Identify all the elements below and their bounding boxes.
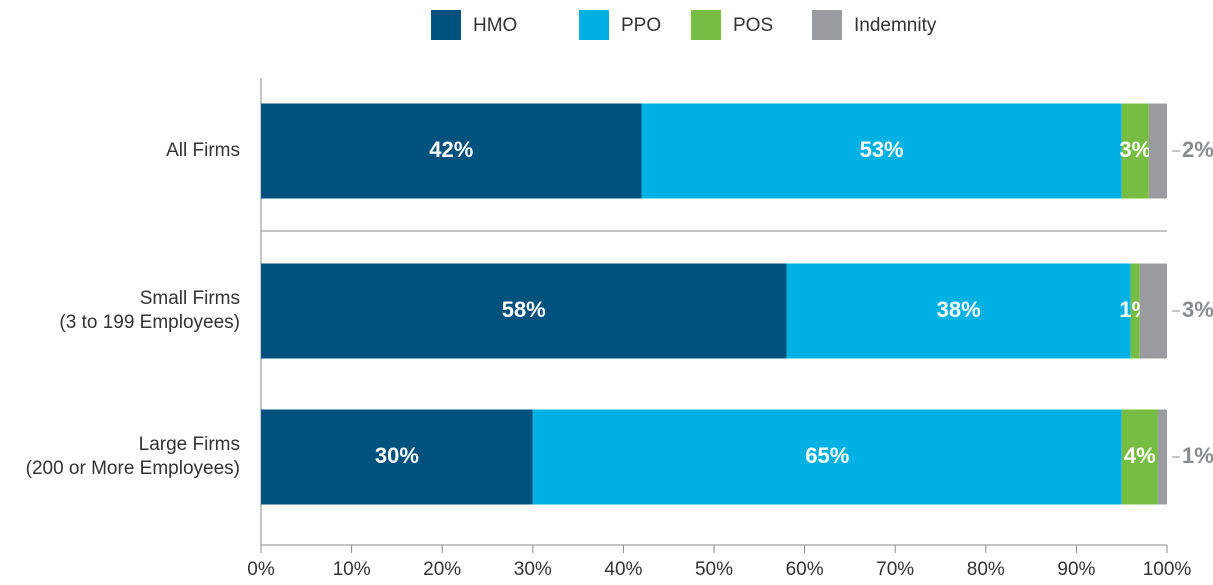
category-label: Small Firms (3 to 199 Employees): [59, 288, 240, 333]
legend-label: PPO: [621, 15, 661, 36]
x-tick-label: 20%: [423, 559, 461, 580]
bar-segment: [1139, 263, 1167, 359]
category-label: All Firms: [166, 140, 240, 161]
legend-label: Indemnity: [854, 15, 937, 36]
x-tick-label: 50%: [695, 559, 733, 580]
bar-segment: [1121, 409, 1158, 505]
x-tick-label: 10%: [333, 559, 371, 580]
legend-swatch: [431, 10, 461, 40]
x-tick-label: 100%: [1143, 559, 1192, 580]
x-tick-label: 80%: [967, 559, 1005, 580]
x-tick-label: 30%: [514, 559, 552, 580]
value-label: 38%: [937, 297, 981, 322]
bar-segment: [641, 103, 1122, 199]
x-tick-label: 90%: [1057, 559, 1095, 580]
category-label: Large Firms (200 or More Employees): [26, 434, 240, 479]
bar-segment: [786, 263, 1131, 359]
x-tick-label: 40%: [604, 559, 642, 580]
value-label: 2%: [1182, 137, 1213, 162]
x-tick-label: 70%: [876, 559, 914, 580]
value-label: 3%: [1119, 137, 1151, 162]
legend-label: POS: [733, 15, 773, 36]
x-tick-label: 0%: [247, 559, 275, 580]
legend-swatch: [691, 10, 721, 40]
value-label: 58%: [502, 297, 546, 322]
legend-label: HMO: [473, 15, 517, 36]
value-label: 65%: [805, 443, 849, 468]
value-label: 1%: [1182, 443, 1213, 468]
bar-segment: [1121, 103, 1149, 199]
value-label: 30%: [375, 443, 419, 468]
x-tick-label: 60%: [786, 559, 824, 580]
bar-segment: [1130, 263, 1140, 359]
bar-segment: [261, 263, 787, 359]
legend-swatch: [812, 10, 842, 40]
bar-segment: [1148, 103, 1167, 199]
value-label: 4%: [1124, 443, 1156, 468]
legend-swatch: [579, 10, 609, 40]
value-label: 53%: [860, 137, 904, 162]
bar-segment: [1157, 409, 1167, 505]
bar-segment: [532, 409, 1122, 505]
value-label: 42%: [429, 137, 473, 162]
value-label: 3%: [1182, 297, 1213, 322]
bar-segment: [261, 409, 533, 505]
bar-segment: [261, 103, 642, 199]
